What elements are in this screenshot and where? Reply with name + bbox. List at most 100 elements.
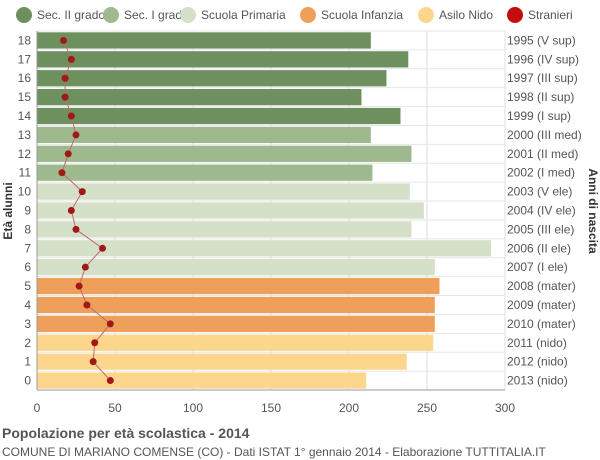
y-tick-label: 4	[24, 298, 31, 312]
stranieri-point	[67, 55, 75, 63]
legend: Sec. II grado Sec. I grado Scuola Primaria…	[0, 0, 600, 30]
bar	[37, 145, 412, 162]
bar	[37, 183, 410, 200]
y2-axis-title: Anni di nascita	[586, 168, 600, 254]
stranieri-point	[72, 131, 80, 139]
y-tick-label: 7	[24, 241, 31, 255]
legend-swatch	[103, 7, 119, 23]
y-axis-title: Età alunni	[1, 182, 15, 239]
y2-tick-label: 1999 (I sup)	[507, 109, 571, 123]
y2-tick-label: 2003 (V ele)	[507, 185, 572, 199]
y-tick-label: 3	[24, 317, 31, 331]
stranieri-point	[106, 377, 114, 385]
legend-item: Asilo Nido	[418, 6, 493, 24]
stranieri-point	[75, 282, 83, 290]
y2-tick-label: 2006 (II ele)	[507, 241, 571, 255]
y2-tick-label: 2001 (II med)	[507, 147, 578, 161]
stranieri-point	[61, 93, 69, 101]
y-tick-label: 14	[18, 109, 32, 123]
legend-swatch	[300, 7, 316, 23]
bar	[37, 51, 409, 68]
legend-label: Scuola Infanzia	[321, 8, 404, 22]
chart-subtitle: COMUNE DI MARIANO COMENSE (CO) - Dati IS…	[2, 445, 546, 459]
y-tick-label: 8	[24, 222, 31, 236]
y-tick-label: 16	[18, 71, 32, 85]
legend-label: Sec. I grado	[124, 8, 189, 22]
stranieri-point	[89, 358, 97, 366]
legend-item: Scuola Primaria	[180, 6, 286, 24]
stranieri-point	[67, 207, 75, 214]
bar	[37, 89, 362, 106]
bar	[37, 164, 373, 181]
bar	[37, 107, 401, 125]
stranieri-point	[67, 112, 75, 120]
legend-item: Scuola Infanzia	[300, 6, 403, 24]
y2-tick-label: 1995 (V sup)	[507, 33, 576, 47]
y-tick-label: 18	[18, 33, 32, 47]
bar	[37, 70, 387, 87]
bar	[37, 240, 491, 257]
stranieri-point	[60, 36, 68, 44]
legend-label: Asilo Nido	[439, 8, 494, 22]
x-tick-label: 0	[34, 401, 41, 415]
bar	[37, 334, 434, 351]
bar	[37, 126, 371, 144]
legend-label: Stranieri	[528, 8, 573, 22]
y2-tick-label: 2008 (mater)	[507, 279, 576, 293]
y-tick-label: 5	[24, 279, 31, 293]
y-tick-label: 6	[24, 260, 31, 274]
y-tick-label: 9	[24, 204, 31, 218]
legend-swatch	[507, 7, 523, 23]
x-tick-label: 100	[183, 401, 203, 415]
y-tick-label: 15	[18, 90, 32, 104]
bar	[37, 32, 371, 49]
chart: 0 50 100 150 200 250 300 18 17 16 15 14 13 12 11 10 9 8 7 6…	[1, 30, 600, 415]
legend-item: Stranieri	[507, 6, 573, 24]
y2-tick-label: 2013 (nido)	[507, 374, 568, 388]
y-tick-label: 17	[18, 52, 32, 66]
stranieri-point	[99, 244, 107, 252]
y2-tick-label: 2005 (III ele)	[507, 222, 574, 236]
stranieri-point	[81, 263, 89, 271]
y2-tick-label: 2000 (III med)	[507, 128, 582, 142]
y2-tick-label: 2012 (nido)	[507, 355, 568, 369]
stranieri-point	[58, 169, 66, 177]
stranieri-point	[106, 320, 114, 328]
x-tick-label: 200	[339, 401, 359, 415]
bar	[37, 315, 435, 332]
y-tick-label: 2	[24, 336, 31, 350]
y-tick-label: 10	[18, 185, 32, 199]
y2-tick-label: 2010 (mater)	[507, 317, 576, 331]
y2-tick-label: 1998 (II sup)	[507, 90, 574, 104]
bar	[37, 221, 412, 238]
stranieri-point	[83, 301, 91, 309]
stranieri-point	[72, 225, 80, 233]
legend-swatch	[16, 7, 32, 23]
legend-swatch	[418, 7, 434, 23]
y2-tick-label: 1996 (IV sup)	[507, 52, 579, 66]
stranieri-point	[91, 339, 99, 347]
legend-label: Sec. II grado	[37, 8, 106, 22]
bar	[37, 259, 435, 276]
stranieri-point	[78, 188, 86, 196]
stranieri-point	[64, 150, 72, 158]
x-tick-label: 150	[261, 401, 281, 415]
legend-item: Sec. II grado	[16, 6, 105, 24]
y2-tick-label: 2002 (I med)	[507, 166, 575, 180]
y2-tick-label: 2007 (I ele)	[507, 260, 568, 274]
y2-tick-label: 2009 (mater)	[507, 298, 576, 312]
bar	[37, 372, 367, 389]
x-tick-label: 300	[495, 401, 515, 415]
x-tick-label: 50	[108, 401, 122, 415]
legend-item: Sec. I grado	[103, 6, 189, 24]
bar	[37, 296, 435, 314]
bar	[37, 353, 407, 370]
y-tick-label: 11	[19, 166, 32, 180]
y2-tick-label: 2011 (nido)	[507, 336, 567, 350]
y-tick-label: 13	[18, 128, 32, 142]
y-tick-label: 12	[18, 147, 32, 161]
legend-label: Scuola Primaria	[201, 8, 286, 22]
x-tick-label: 250	[417, 401, 437, 415]
bar	[37, 202, 424, 219]
stranieri-point	[61, 74, 69, 82]
